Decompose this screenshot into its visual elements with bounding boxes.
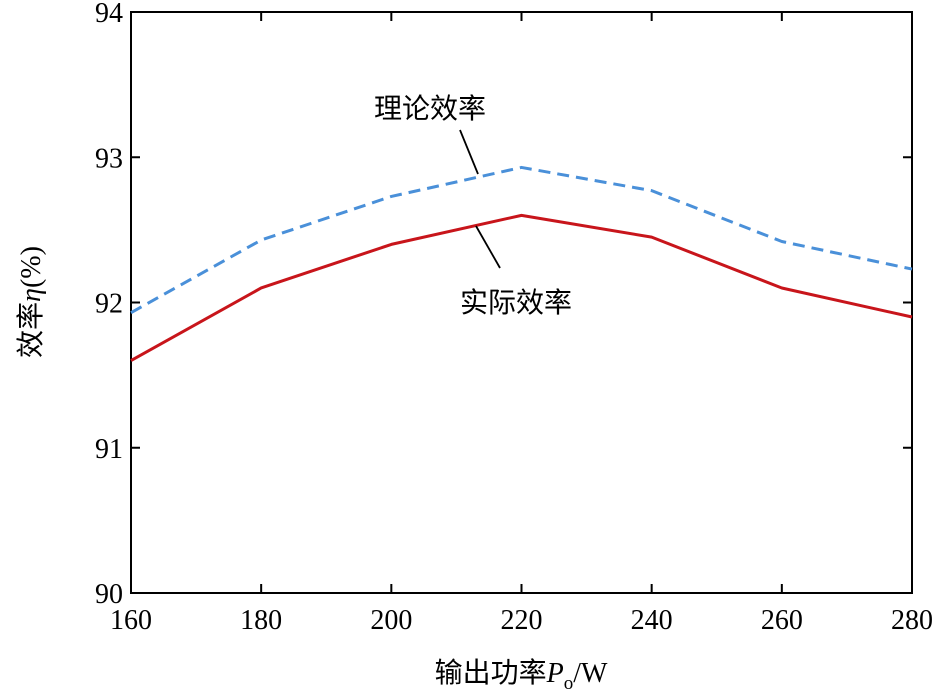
x-tick-label: 260 [761, 605, 803, 636]
annotation-leader [459, 129, 479, 175]
x-axis: 160 180 200 220 240 260 280 [110, 12, 933, 636]
series-group [130, 165, 913, 362]
x-tick-label: 280 [891, 605, 933, 636]
x-tick-label: 160 [110, 605, 152, 636]
y-tick-label: 91 [95, 434, 123, 465]
y-tick-label: 90 [95, 579, 123, 610]
x-tick-label: 180 [240, 605, 282, 636]
y-tick-label: 92 [95, 289, 123, 320]
x-tick-label: 200 [370, 605, 412, 636]
annotation-leader [475, 225, 501, 269]
y-axis-title: 效率η(%) [14, 246, 47, 358]
y-axis: 90 91 92 93 94 [95, 0, 912, 610]
x-tick-label: 240 [631, 605, 673, 636]
y-tick-label: 93 [95, 143, 123, 174]
x-tick-label: 220 [501, 605, 543, 636]
x-axis-title: 输出功率Po/W [435, 656, 608, 694]
actual-efficiency-label: 实际效率 [460, 286, 572, 319]
actual-efficiency-line [130, 213, 913, 362]
theoretical-efficiency-label: 理论效率 [374, 92, 486, 125]
y-tick-label: 94 [95, 0, 123, 29]
theoretical-efficiency-line [130, 165, 913, 314]
